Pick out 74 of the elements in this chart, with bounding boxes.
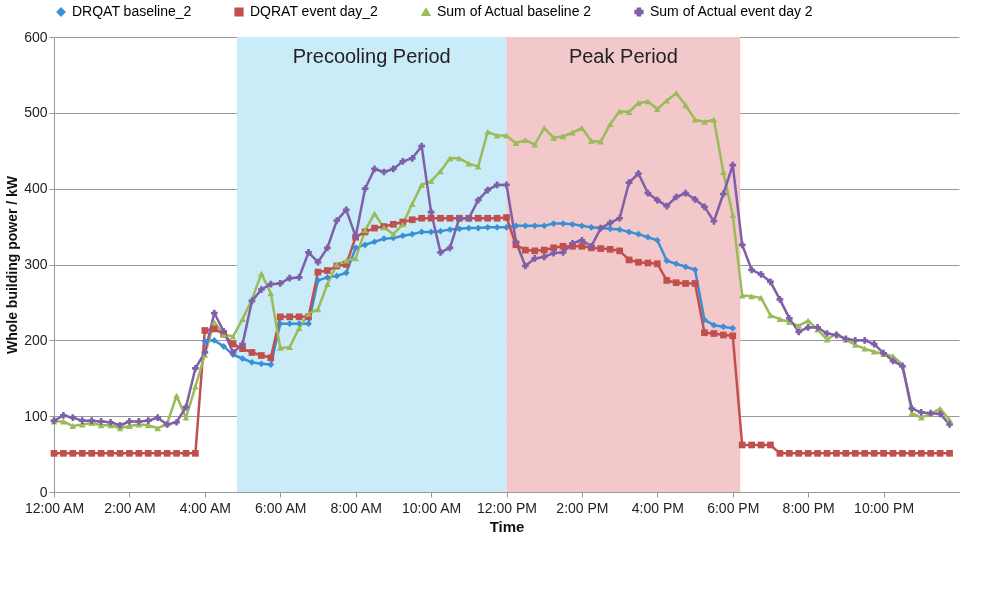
point bbox=[276, 320, 284, 327]
point bbox=[446, 226, 454, 233]
x-tick-label: 2:00 PM bbox=[556, 499, 609, 516]
point bbox=[267, 361, 275, 368]
legend-label: DQRAT event day_2 bbox=[250, 3, 379, 19]
point bbox=[258, 360, 265, 368]
y-tick-label: 300 bbox=[24, 256, 48, 272]
x-tick-label: 6:00 AM bbox=[255, 499, 307, 516]
x-tick-label: 4:00 PM bbox=[631, 499, 684, 516]
point bbox=[371, 238, 378, 246]
point bbox=[625, 228, 633, 236]
point bbox=[606, 225, 614, 233]
point bbox=[427, 228, 435, 236]
legend-label: Sum of Actual baseline 2 bbox=[437, 3, 592, 19]
point bbox=[342, 269, 350, 277]
point bbox=[550, 220, 557, 227]
point bbox=[201, 337, 209, 345]
y-tick-label: 200 bbox=[24, 331, 48, 348]
x-tick-label: 8:00 PM bbox=[782, 499, 835, 516]
x-tick-label: 10:00 AM bbox=[402, 499, 462, 516]
point bbox=[672, 260, 680, 268]
point bbox=[456, 225, 463, 233]
point bbox=[493, 223, 501, 231]
point bbox=[644, 233, 652, 241]
point bbox=[616, 226, 623, 233]
y-tick-label: 500 bbox=[24, 104, 48, 121]
point bbox=[248, 358, 256, 366]
point bbox=[531, 222, 539, 230]
point bbox=[682, 263, 689, 271]
point bbox=[380, 235, 388, 243]
point bbox=[305, 320, 312, 327]
y-tick-label: 400 bbox=[24, 180, 48, 197]
point bbox=[220, 343, 228, 350]
point bbox=[295, 320, 303, 327]
point bbox=[399, 232, 407, 240]
point bbox=[522, 222, 529, 230]
band-label: Precooling Period bbox=[292, 45, 451, 67]
y-tick-label: 0 bbox=[39, 483, 48, 500]
x-tick-label: 6:00 PM bbox=[707, 499, 760, 516]
point bbox=[578, 222, 586, 230]
point bbox=[701, 316, 708, 324]
point bbox=[352, 244, 360, 252]
point bbox=[729, 324, 737, 332]
point bbox=[540, 222, 548, 230]
point bbox=[324, 274, 331, 281]
point bbox=[663, 257, 671, 265]
legend-label: DRQAT baseline_2 bbox=[72, 3, 192, 19]
band-label: Peak Period bbox=[568, 45, 678, 67]
point bbox=[691, 266, 699, 274]
point bbox=[408, 230, 416, 238]
point bbox=[512, 222, 520, 230]
point bbox=[239, 355, 246, 362]
x-tick-label: 4:00 AM bbox=[179, 499, 232, 516]
point bbox=[333, 272, 341, 280]
point bbox=[635, 230, 642, 238]
y-tick-label: 600 bbox=[24, 28, 48, 45]
x-tick-label: 12:00 AM bbox=[24, 499, 85, 516]
x-tick-label: 2:00 AM bbox=[104, 499, 156, 516]
point bbox=[719, 323, 727, 331]
point bbox=[210, 336, 218, 344]
legend-label: Sum of Actual event day 2 bbox=[650, 3, 813, 19]
point bbox=[503, 223, 510, 231]
x-tick-label: 12:00 PM bbox=[477, 499, 537, 516]
x-tick-label: 10:00 PM bbox=[854, 499, 915, 516]
y-tick-label: 100 bbox=[24, 407, 48, 424]
y-axis-title: Whole building power / kW bbox=[4, 175, 21, 355]
point bbox=[569, 220, 576, 228]
point bbox=[587, 223, 595, 231]
x-axis-title: Time bbox=[489, 517, 525, 535]
point bbox=[361, 241, 369, 249]
point bbox=[484, 223, 491, 231]
x-tick-label: 8:00 AM bbox=[330, 499, 382, 516]
point bbox=[710, 321, 718, 329]
point bbox=[653, 236, 661, 244]
